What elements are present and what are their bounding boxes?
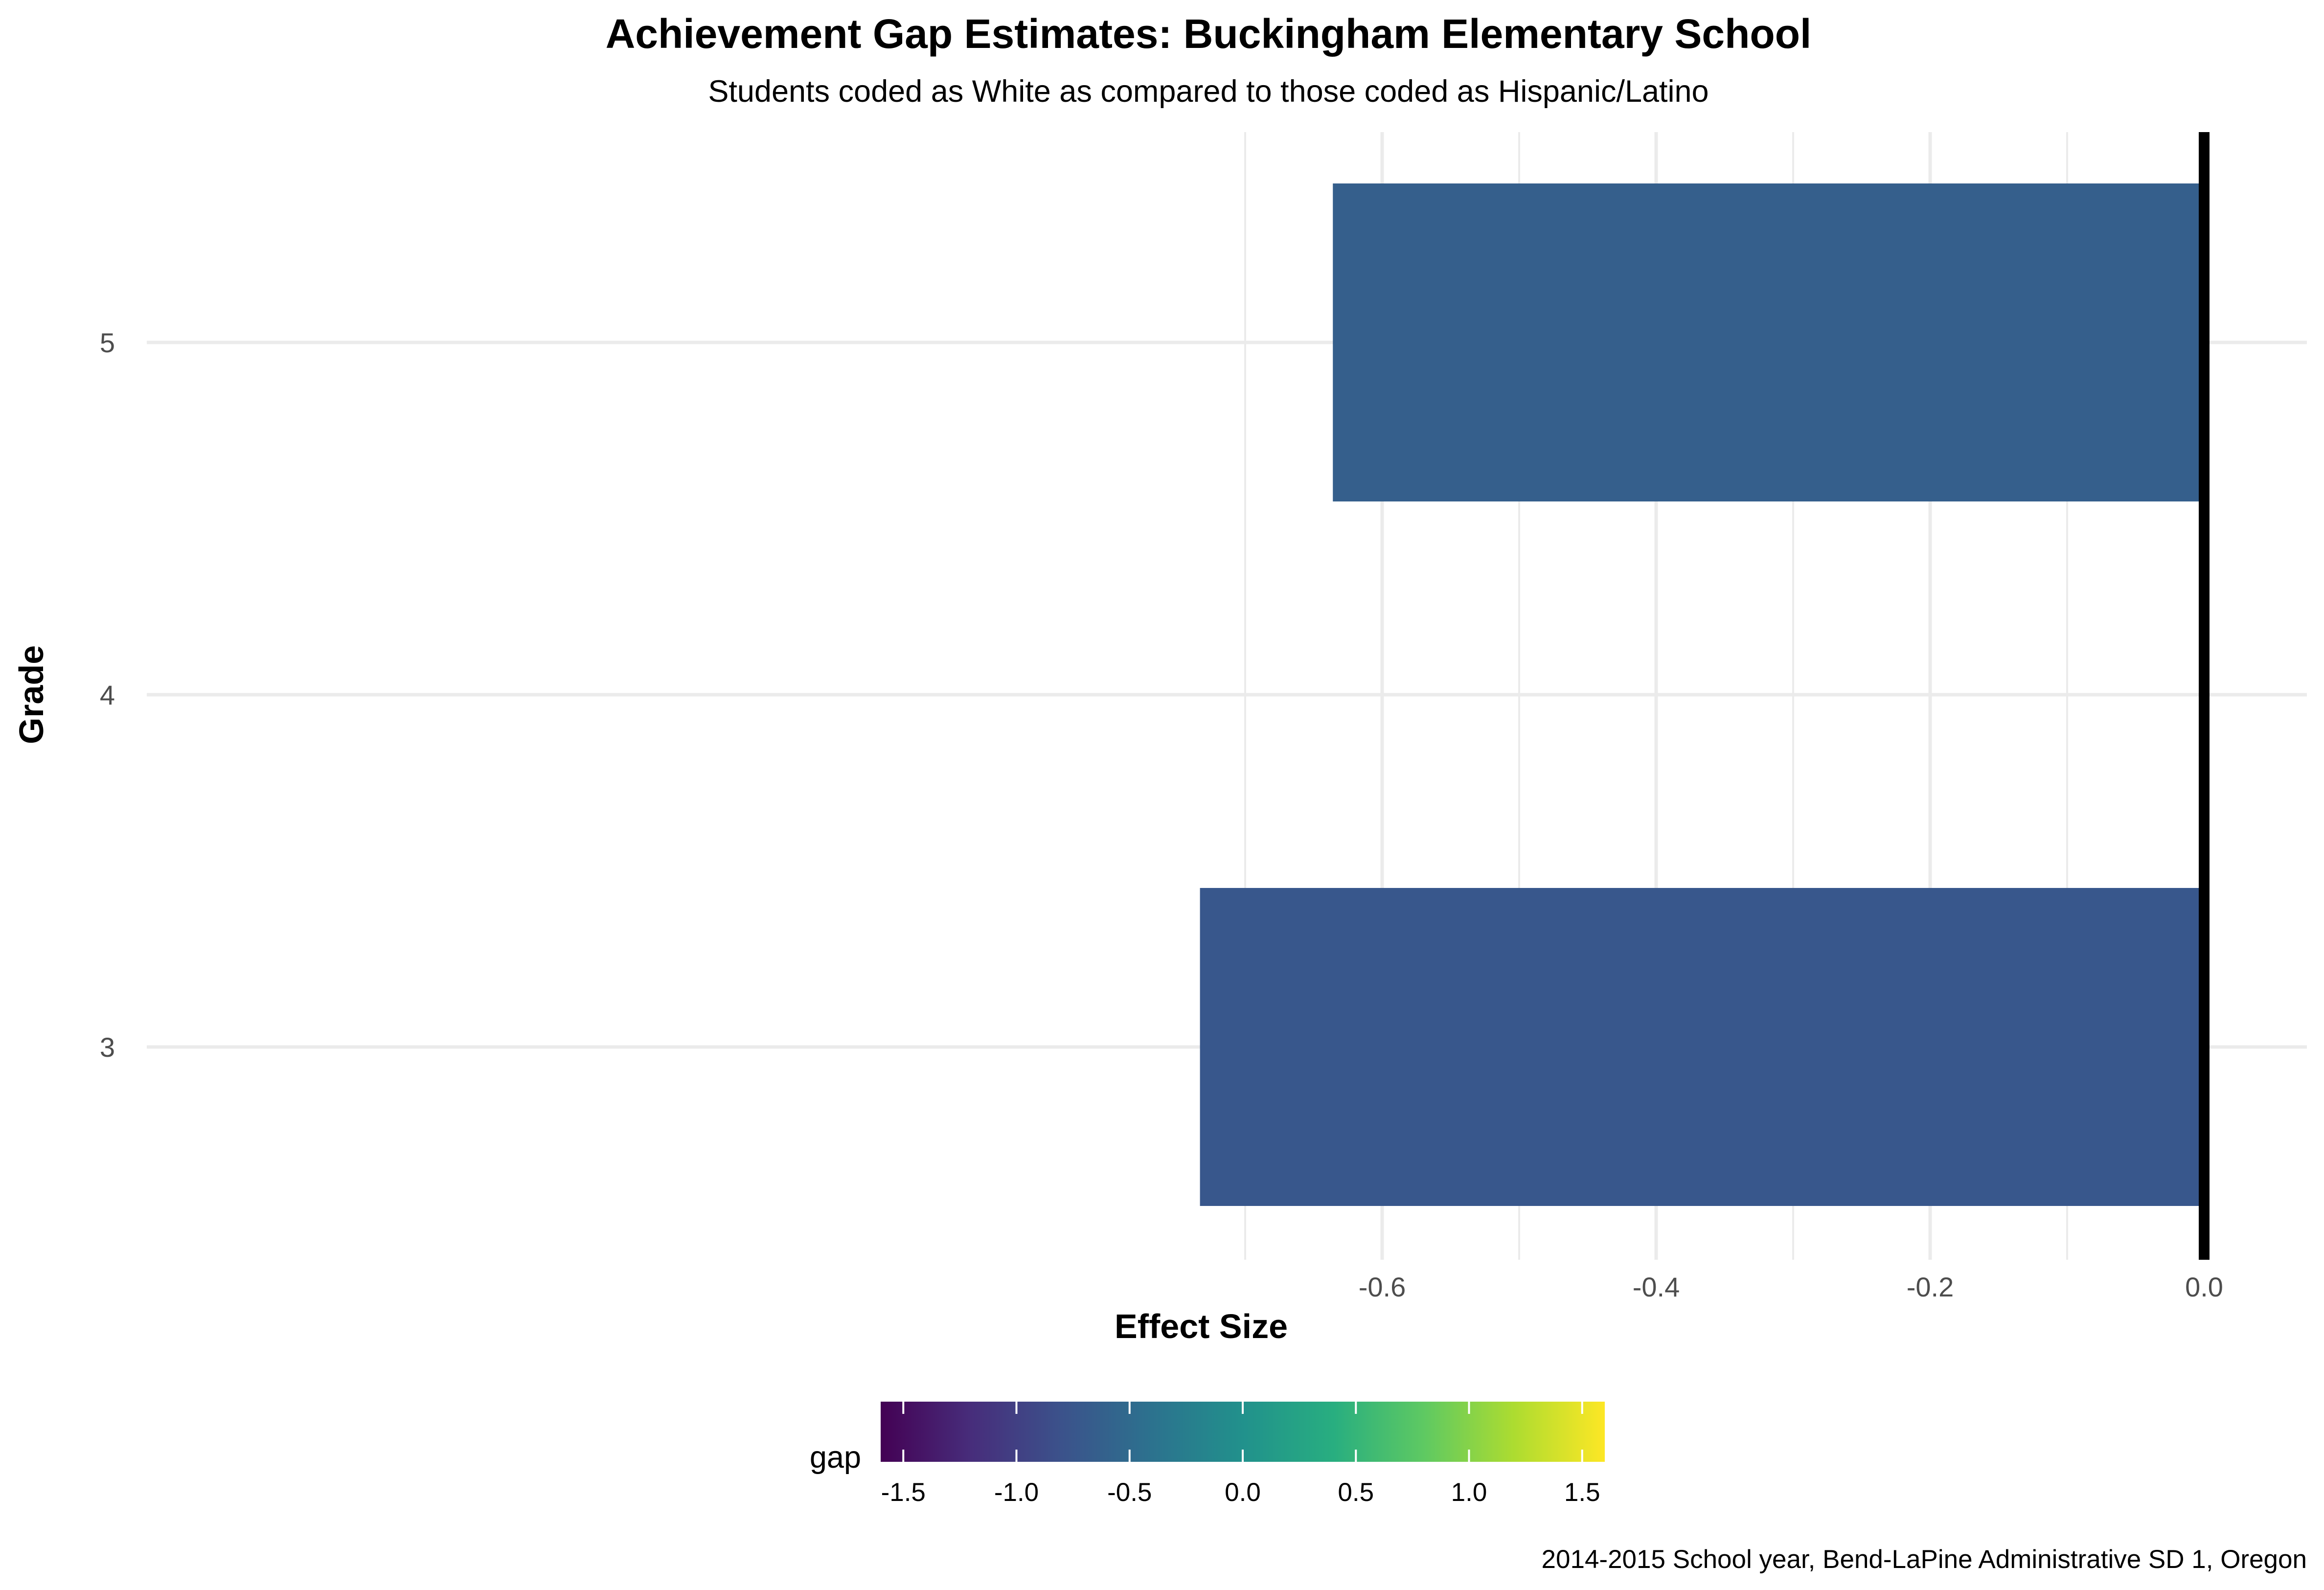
chart-caption: 2014-2015 School year, Bend-LaPine Admin… (1542, 1545, 2307, 1574)
legend-tick-label: 1.5 (1564, 1478, 1600, 1507)
bar-grade-5 (1333, 183, 2204, 501)
legend-tick-label: -1.5 (881, 1478, 926, 1507)
x-axis-title: Effect Size (1115, 1307, 1288, 1345)
legend-title: gap (810, 1440, 861, 1475)
chart-subtitle: Students coded as White as compared to t… (708, 74, 1709, 109)
legend-tick-label: -0.5 (1107, 1478, 1152, 1507)
legend-tick-label: 0.5 (1338, 1478, 1374, 1507)
legend-ticks: -1.5 -1.0 -0.5 0.0 0.5 1.0 1.5 (881, 1402, 1600, 1507)
y-tick-label: 4 (100, 680, 115, 710)
legend-tick-label: -1.0 (994, 1478, 1039, 1507)
x-tick-label: 0.0 (2185, 1272, 2223, 1302)
chart-title: Achievement Gap Estimates: Buckingham El… (606, 11, 1812, 57)
y-tick-label: 3 (100, 1032, 115, 1063)
y-axis-title: Grade (12, 645, 50, 744)
y-tick-labels: 3 4 5 (100, 327, 115, 1063)
x-tick-label: -0.4 (1633, 1272, 1680, 1302)
x-tick-labels: -0.6 -0.4 -0.2 0.0 (1359, 1272, 2223, 1302)
bars (1200, 183, 2204, 1206)
color-legend: gap -1.5 -1.0 -0.5 0.0 0.5 1.0 1.5 (810, 1402, 1605, 1507)
x-tick-label: -0.6 (1359, 1272, 1406, 1302)
x-tick-label: -0.2 (1907, 1272, 1954, 1302)
y-tick-label: 5 (100, 327, 115, 358)
legend-tick-label: 0.0 (1225, 1478, 1261, 1507)
legend-tick-label: 1.0 (1451, 1478, 1487, 1507)
bar-grade-3 (1200, 888, 2204, 1206)
